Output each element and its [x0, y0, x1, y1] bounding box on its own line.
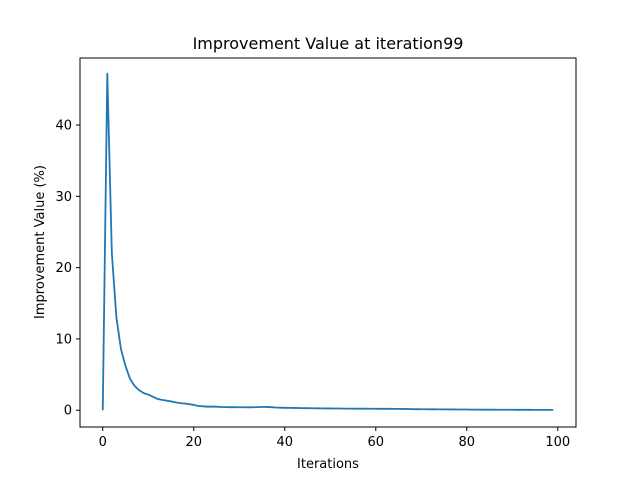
x-axis-label: Iterations: [297, 457, 359, 472]
y-tick-label: 0: [64, 404, 72, 419]
plot-area: [101, 72, 554, 411]
y-tick-label: 20: [55, 261, 72, 276]
x-tick-label: 40: [276, 435, 293, 450]
x-axis: 0 20 40 60 80 100: [99, 427, 570, 450]
x-tick-label: 100: [545, 435, 570, 450]
x-tick-label: 20: [185, 435, 202, 450]
y-tick-label: 10: [55, 332, 72, 347]
series-line-0: [101, 72, 554, 411]
y-axis-label: Improvement Value (%): [33, 165, 48, 319]
y-axis: 0 10 20 30 40: [55, 119, 80, 419]
y-tick-label: 30: [55, 190, 72, 205]
x-tick-label: 0: [99, 435, 107, 450]
x-tick-label: 60: [368, 435, 385, 450]
chart-title: Improvement Value at iteration99: [193, 34, 464, 53]
y-tick-label: 40: [55, 119, 72, 134]
plot-frame: [79, 57, 577, 428]
x-tick-label: 80: [459, 435, 476, 450]
